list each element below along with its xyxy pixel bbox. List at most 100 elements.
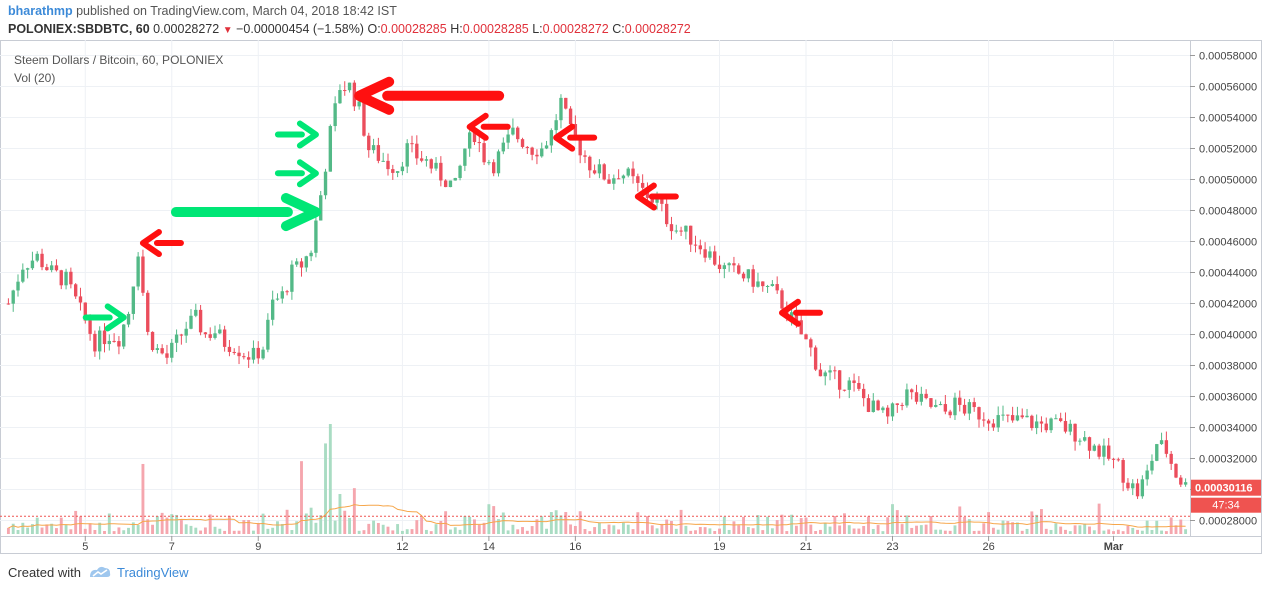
volume-bar bbox=[982, 523, 986, 534]
candle-body bbox=[544, 145, 549, 149]
volume-bar bbox=[501, 512, 505, 534]
volume-bar bbox=[597, 522, 601, 534]
candle-body bbox=[669, 224, 674, 232]
candle-body bbox=[554, 120, 558, 131]
volume-bar bbox=[809, 524, 813, 534]
candle-body bbox=[1058, 418, 1063, 421]
volume-bar bbox=[670, 520, 673, 534]
candle-body bbox=[218, 329, 222, 334]
candle-body bbox=[93, 333, 97, 352]
volume-bar bbox=[247, 520, 251, 534]
volume-bar bbox=[833, 515, 837, 534]
volume-bar bbox=[823, 523, 827, 534]
volume-bar bbox=[64, 524, 68, 534]
candle-body bbox=[684, 225, 688, 232]
volume-bar bbox=[1011, 522, 1015, 534]
green-arrow-right bbox=[170, 193, 321, 232]
candle-body bbox=[328, 126, 333, 172]
candle-body bbox=[674, 230, 678, 232]
volume-bar bbox=[477, 524, 481, 534]
time-tick-label: 12 bbox=[396, 541, 408, 553]
volume-bar bbox=[304, 513, 308, 534]
candle-body bbox=[314, 220, 318, 253]
volume-bar bbox=[290, 530, 294, 534]
volume-bar bbox=[1049, 529, 1053, 534]
candle-body bbox=[458, 165, 462, 178]
candle-body bbox=[612, 178, 616, 184]
price-tick-label: 0.00054000 bbox=[1199, 113, 1257, 125]
volume-bar bbox=[1184, 529, 1188, 534]
volume-bar bbox=[905, 515, 909, 534]
candle-body bbox=[861, 388, 866, 399]
candle-body bbox=[347, 82, 352, 91]
volume-bar bbox=[367, 523, 371, 534]
candle-body bbox=[775, 284, 779, 291]
volume-bar bbox=[74, 510, 78, 534]
candle-body bbox=[664, 203, 669, 225]
time-tick-label: 7 bbox=[169, 541, 175, 553]
volume-bar bbox=[583, 529, 587, 534]
volume-bar bbox=[453, 527, 457, 534]
candle-body bbox=[482, 143, 486, 163]
candle-body bbox=[1135, 483, 1140, 497]
price-chart[interactable]: 0.000280000.000300000.000320000.00034000… bbox=[0, 40, 1268, 557]
candle-body bbox=[621, 175, 626, 179]
price-tick-label: 0.00040000 bbox=[1199, 330, 1257, 342]
volume-bar bbox=[170, 514, 174, 534]
candle-body bbox=[794, 312, 799, 321]
red-arrow-left bbox=[778, 298, 823, 327]
candle-body bbox=[607, 179, 611, 184]
candle-body bbox=[511, 127, 515, 135]
candle-body bbox=[717, 264, 722, 269]
candle-body bbox=[131, 286, 136, 314]
published-text: published on TradingView.com, March 04, … bbox=[76, 4, 397, 18]
candle-body bbox=[813, 347, 818, 370]
volume-bar bbox=[338, 494, 342, 534]
author-link[interactable]: bharathmp bbox=[8, 4, 73, 18]
volume-bar bbox=[1112, 531, 1115, 534]
candle-body bbox=[477, 142, 481, 144]
candle-body bbox=[967, 402, 972, 414]
price-tick-label: 0.00028000 bbox=[1199, 516, 1257, 528]
candle-body bbox=[319, 195, 323, 221]
candle-body bbox=[756, 281, 760, 287]
volume-bar bbox=[410, 529, 414, 534]
volume-bar bbox=[1001, 520, 1005, 534]
time-tick-label: 23 bbox=[886, 541, 898, 553]
volume-bars bbox=[6, 424, 1188, 534]
candle-body bbox=[1068, 423, 1072, 432]
candle-body bbox=[11, 290, 15, 304]
volume-bar bbox=[175, 514, 179, 534]
candle-body bbox=[977, 407, 981, 420]
candle-body bbox=[650, 197, 654, 203]
candle-body bbox=[381, 160, 385, 162]
volume-bar bbox=[646, 516, 649, 534]
volume-bar bbox=[679, 509, 683, 534]
volume-bar bbox=[165, 517, 169, 534]
volume-bar bbox=[405, 529, 409, 534]
tradingview-link[interactable]: TradingView bbox=[117, 565, 189, 580]
volume-bar bbox=[569, 524, 573, 534]
open-value: 0.00028285 bbox=[380, 22, 447, 36]
volume-bar bbox=[179, 520, 183, 534]
volume-bar bbox=[285, 509, 289, 534]
price-axis[interactable]: 0.000280000.000300000.000320000.00034000… bbox=[1190, 51, 1261, 528]
volume-bar bbox=[1169, 517, 1173, 534]
volume-bar bbox=[843, 513, 846, 534]
grid bbox=[0, 40, 1190, 536]
volume-bar bbox=[766, 516, 770, 534]
volume-bar bbox=[328, 424, 332, 534]
volume-bar bbox=[391, 530, 395, 534]
time-axis[interactable]: 5 7 9 12 14 16 19 21 23 26 Mar bbox=[82, 536, 1124, 553]
candle-body bbox=[689, 225, 693, 245]
candle-body bbox=[789, 312, 794, 318]
volume-bar bbox=[223, 530, 227, 534]
volume-bar bbox=[415, 520, 419, 534]
low-value: 0.00028272 bbox=[542, 22, 609, 36]
volume-bar bbox=[871, 528, 875, 534]
candle-body bbox=[439, 162, 443, 181]
volume-bar bbox=[160, 512, 164, 534]
volume-bar bbox=[1131, 527, 1135, 534]
volume-bar bbox=[381, 524, 385, 534]
candle-body bbox=[732, 263, 736, 266]
